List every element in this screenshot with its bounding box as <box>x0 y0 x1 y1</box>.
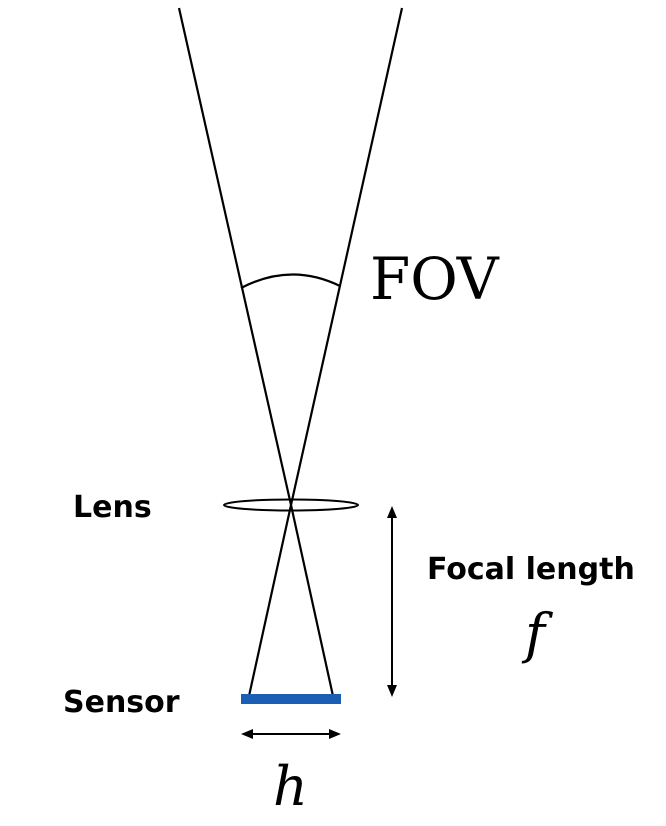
sensor-ray-left <box>247 504 293 697</box>
fov-ray-right <box>289 7 404 506</box>
width-arrow-head-left <box>241 729 253 739</box>
sensor-width-symbol: h <box>273 755 308 818</box>
sensor-ray-right <box>289 504 335 697</box>
lens-shape <box>223 498 359 512</box>
focal-arrow-head-top <box>387 506 397 518</box>
fov-label: FOV <box>370 245 500 313</box>
sensor-label: Sensor <box>63 685 180 720</box>
fov-ray-left <box>177 7 293 506</box>
focal-arrow-head-bottom <box>387 685 397 697</box>
fov-angle-arc <box>240 273 341 289</box>
width-arrow-head-right <box>329 729 341 739</box>
focal-length-label: Focal length <box>427 552 635 587</box>
focal-symbol: f <box>521 602 553 665</box>
sensor-bar <box>241 694 341 704</box>
lens-label: Lens <box>73 490 152 525</box>
